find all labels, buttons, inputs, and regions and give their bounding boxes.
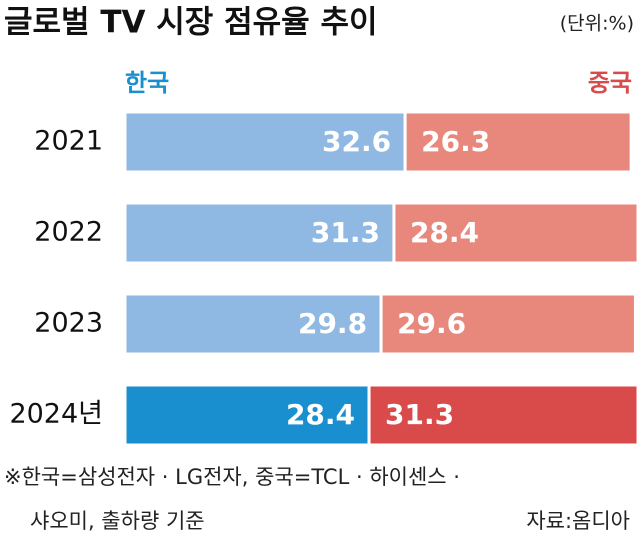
bar-segment (123, 201, 396, 265)
y-tick-label: 2021 (34, 126, 103, 157)
chart-title: 글로벌 TV 시장 점유율 추이 (4, 5, 378, 41)
value-label: 32.6 (322, 125, 391, 158)
bar-segment (367, 383, 638, 447)
legend-label: 중국 (588, 69, 632, 97)
source: 자료:옴디아 (526, 509, 630, 533)
footnote: ※한국=삼성전자 · LG전자, 중국=TCL · 하이센스 · (4, 465, 460, 489)
value-label: 31.3 (385, 398, 454, 431)
bar-segment (379, 292, 637, 356)
value-label: 29.8 (298, 307, 367, 340)
y-tick-label: 2022 (34, 217, 103, 248)
bar-segment (403, 110, 633, 174)
value-label: 29.6 (397, 307, 466, 340)
value-label: 28.4 (286, 398, 355, 431)
unit-label: (단위:%) (560, 13, 634, 35)
footnote: 샤오미, 출하량 기준 (30, 509, 205, 533)
value-label: 31.3 (311, 216, 380, 249)
bar-segment (123, 110, 407, 174)
y-tick-label: 2023 (34, 308, 103, 339)
y-tick-label: 2024년 (9, 399, 103, 430)
legend-label: 한국 (125, 69, 169, 97)
bar-segment (392, 201, 638, 265)
bar-segment (123, 292, 383, 356)
bar-segment (123, 383, 371, 447)
value-label: 26.3 (421, 125, 490, 158)
value-label: 28.4 (410, 216, 479, 249)
